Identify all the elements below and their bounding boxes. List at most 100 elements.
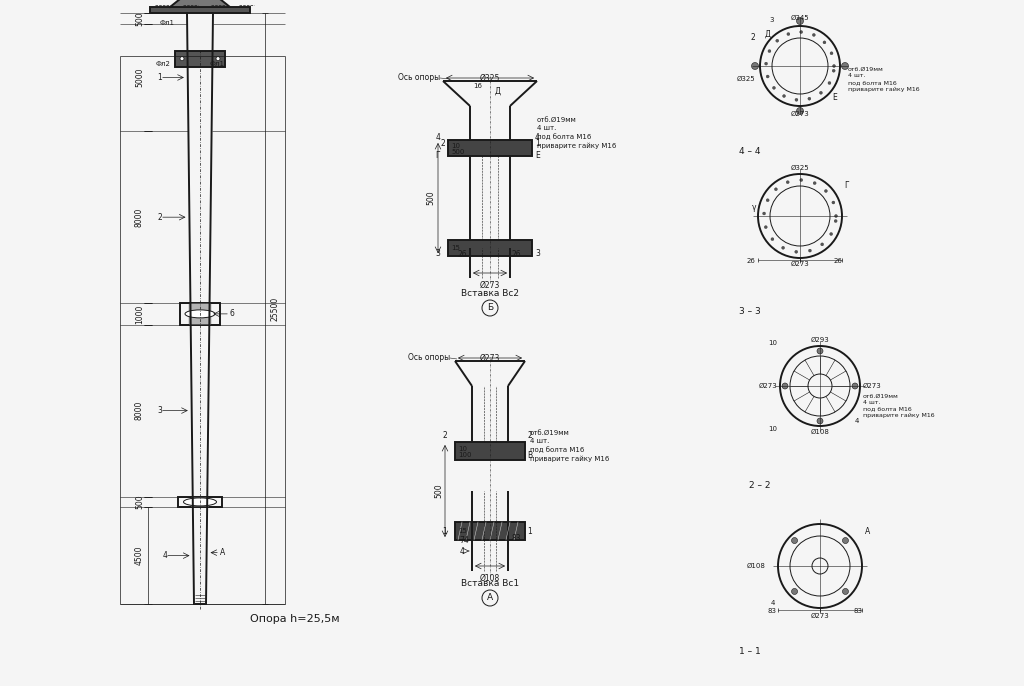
Circle shape xyxy=(180,57,184,60)
Circle shape xyxy=(772,86,775,89)
Text: Ø273: Ø273 xyxy=(791,261,809,267)
Text: 10: 10 xyxy=(768,340,777,346)
Circle shape xyxy=(813,182,816,185)
Bar xyxy=(455,522,525,540)
Text: 4: 4 xyxy=(163,551,168,560)
Circle shape xyxy=(800,30,803,34)
Circle shape xyxy=(765,62,768,65)
Circle shape xyxy=(781,246,784,249)
Circle shape xyxy=(782,95,785,97)
Text: Ø108: Ø108 xyxy=(748,563,766,569)
Text: E: E xyxy=(833,93,838,102)
Text: Ø108: Ø108 xyxy=(480,574,500,583)
Text: B: B xyxy=(527,451,532,460)
Text: 1: 1 xyxy=(535,139,540,147)
Text: 83: 83 xyxy=(511,534,520,543)
Circle shape xyxy=(792,538,798,543)
Circle shape xyxy=(776,39,778,43)
Text: 15: 15 xyxy=(451,245,460,251)
Text: 3: 3 xyxy=(158,406,163,415)
Text: 4: 4 xyxy=(855,418,859,424)
Text: 10: 10 xyxy=(451,143,460,149)
Text: Г: Г xyxy=(435,152,440,161)
Circle shape xyxy=(833,69,836,72)
Text: 26: 26 xyxy=(746,258,755,264)
Bar xyxy=(455,442,525,460)
Text: 2: 2 xyxy=(158,213,163,222)
Text: γ: γ xyxy=(752,204,756,213)
Text: Ø325: Ø325 xyxy=(736,76,755,82)
Circle shape xyxy=(823,41,826,44)
Text: Ø273: Ø273 xyxy=(758,383,777,389)
Text: 2: 2 xyxy=(527,431,531,440)
Circle shape xyxy=(808,249,811,252)
Circle shape xyxy=(842,62,849,69)
Text: Вставка Вс2: Вставка Вс2 xyxy=(461,289,519,298)
Text: 500: 500 xyxy=(426,191,435,205)
Text: Ø293: Ø293 xyxy=(811,337,829,343)
Circle shape xyxy=(766,199,769,202)
Text: 500: 500 xyxy=(434,484,443,498)
Circle shape xyxy=(843,538,849,543)
Text: Вставка Вс1: Вставка Вс1 xyxy=(461,580,519,589)
Bar xyxy=(188,303,211,324)
Text: 1: 1 xyxy=(527,526,531,536)
Circle shape xyxy=(766,75,769,78)
Polygon shape xyxy=(170,0,230,7)
Circle shape xyxy=(768,49,771,53)
Text: 25500: 25500 xyxy=(270,296,279,320)
Text: 4500: 4500 xyxy=(135,546,144,565)
Text: 8000: 8000 xyxy=(135,401,144,421)
Text: 6: 6 xyxy=(230,309,234,318)
Circle shape xyxy=(795,250,798,253)
Bar xyxy=(178,497,222,507)
Text: 1: 1 xyxy=(158,73,163,82)
Text: 16: 16 xyxy=(473,83,482,89)
Text: E: E xyxy=(535,152,540,161)
Circle shape xyxy=(819,91,822,94)
Text: Д: Д xyxy=(765,29,771,38)
Bar xyxy=(150,7,250,13)
Circle shape xyxy=(812,34,815,36)
Circle shape xyxy=(833,64,836,67)
Circle shape xyxy=(830,51,834,55)
Text: Ø325: Ø325 xyxy=(480,74,500,83)
Text: 4: 4 xyxy=(459,547,464,556)
Text: 10: 10 xyxy=(458,446,467,452)
Text: Ø273: Ø273 xyxy=(811,613,829,619)
Text: Ø325: Ø325 xyxy=(791,165,809,171)
Text: 1000: 1000 xyxy=(135,304,144,324)
Text: 74: 74 xyxy=(459,536,469,545)
Text: Б: Б xyxy=(487,303,494,313)
Text: Д: Д xyxy=(495,86,501,95)
Text: 3 – 3: 3 – 3 xyxy=(739,307,761,316)
Circle shape xyxy=(774,188,777,191)
Text: 5000: 5000 xyxy=(135,68,144,87)
Circle shape xyxy=(786,32,790,36)
Text: 1 – 1: 1 – 1 xyxy=(739,646,761,656)
Circle shape xyxy=(808,97,811,100)
Ellipse shape xyxy=(185,310,215,318)
Text: Ось опоры: Ось опоры xyxy=(408,353,450,362)
Circle shape xyxy=(817,348,823,354)
Text: 4: 4 xyxy=(535,134,540,143)
Circle shape xyxy=(817,418,823,424)
Text: Фл1: Фл1 xyxy=(160,20,175,26)
Text: отб.Ø19мм
4 шт.
под болта М16
приварите гайку М16: отб.Ø19мм 4 шт. под болта М16 приварите … xyxy=(863,394,935,418)
Bar xyxy=(449,140,532,156)
Text: 2 – 2: 2 – 2 xyxy=(750,482,771,490)
Text: А: А xyxy=(865,528,870,536)
Text: 26: 26 xyxy=(512,250,521,259)
Text: 4: 4 xyxy=(435,134,440,143)
Text: Опора h=25,5м: Опора h=25,5м xyxy=(250,614,340,624)
Text: Г: Г xyxy=(844,182,849,191)
Circle shape xyxy=(782,383,788,389)
Text: Ось опоры: Ось опоры xyxy=(398,73,440,82)
Text: 2: 2 xyxy=(442,431,447,440)
Circle shape xyxy=(824,189,827,193)
Circle shape xyxy=(829,233,833,235)
Text: 2: 2 xyxy=(440,139,445,147)
Circle shape xyxy=(752,62,759,69)
Text: 3: 3 xyxy=(435,248,440,257)
Circle shape xyxy=(852,383,858,389)
